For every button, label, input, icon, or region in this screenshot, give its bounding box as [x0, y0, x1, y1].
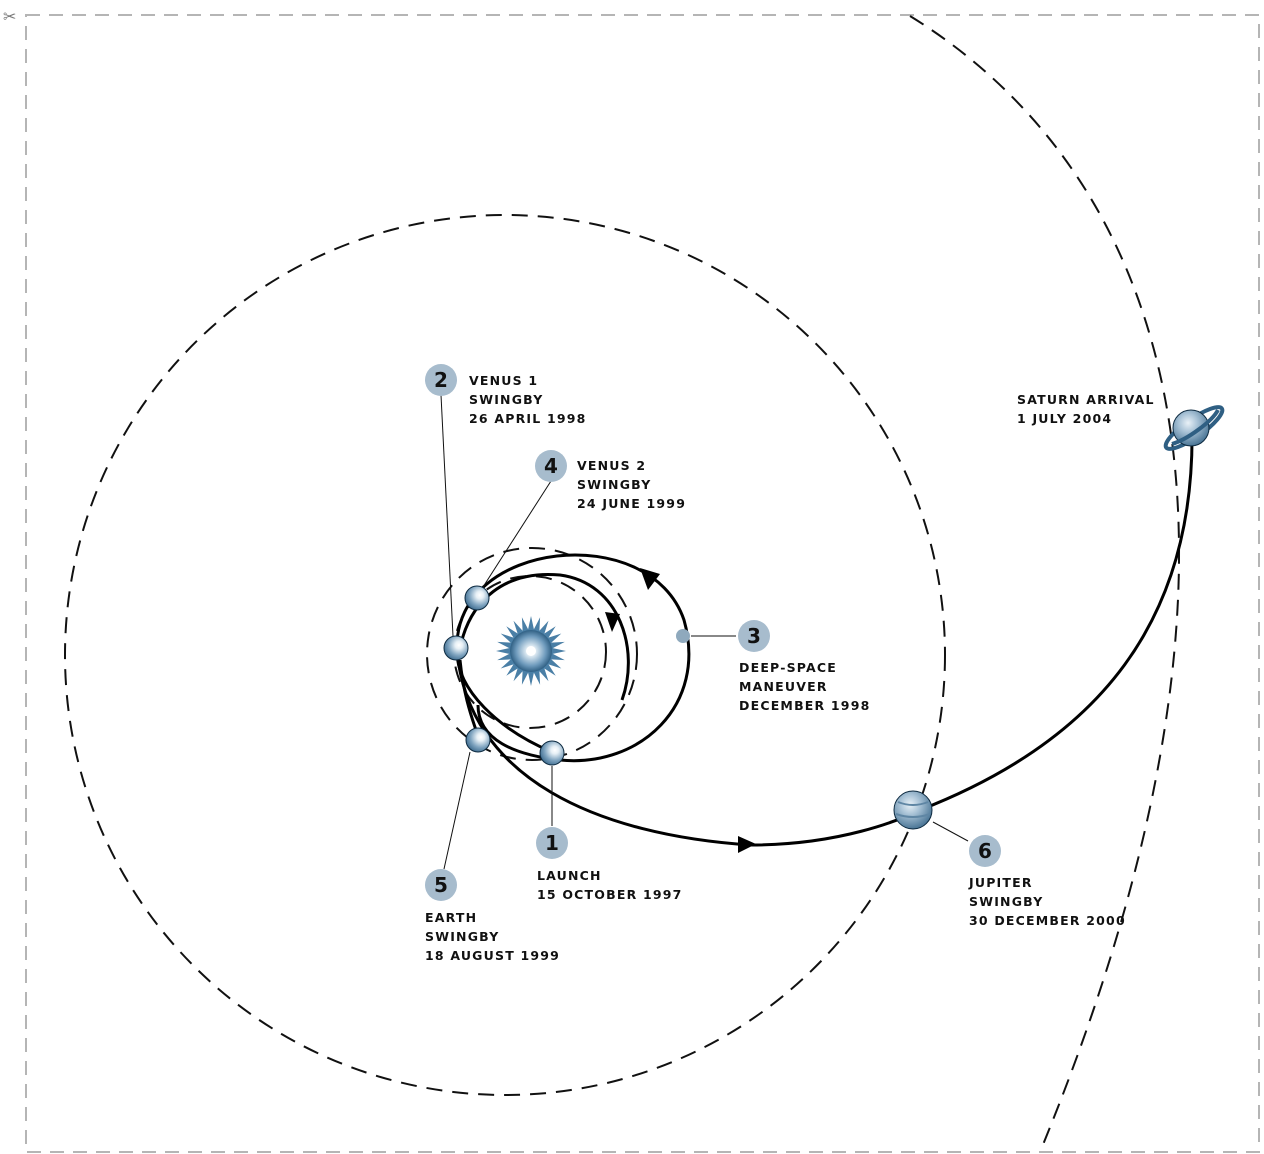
- event-number: 6: [978, 839, 992, 863]
- sun-core: [526, 646, 536, 656]
- saturn-orbit: [909, 15, 1181, 1153]
- leader-line-2: [440, 394, 454, 637]
- event-number: 4: [544, 454, 558, 478]
- event-label-line: JUPITER: [968, 875, 1033, 890]
- saturn-icon: [1163, 405, 1225, 451]
- earth-orbit: [426, 547, 638, 761]
- leader-line-6: [932, 821, 969, 842]
- trajectory-earth-to-jupiter: [455, 649, 921, 847]
- event-label-line: 26 APRIL 1998: [469, 411, 587, 426]
- event-number: 5: [434, 873, 448, 897]
- spacecraft-trajectory: [455, 427, 1194, 853]
- event-5-earth-swingby: 5 EARTH SWINGBY 18 AUGUST 1999: [425, 869, 560, 963]
- event-label-line: SWINGBY: [577, 477, 651, 492]
- event-label-line: SWINGBY: [969, 894, 1043, 909]
- event-label-line: MANEUVER: [739, 679, 828, 694]
- leader-line-4: [482, 480, 552, 588]
- event-label-line: VENUS 1: [469, 373, 538, 388]
- event-number: 1: [545, 831, 559, 855]
- planet-icon-jupiter: [893, 790, 933, 830]
- cut-frame: [25, 14, 1260, 1153]
- event-number: 2: [434, 368, 448, 392]
- event-2-venus1-swingby: 2 VENUS 1 SWINGBY 26 APRIL 1998: [425, 364, 587, 426]
- event-label-line: 18 AUGUST 1999: [425, 948, 560, 963]
- saturn-arrival-label: SATURN ARRIVAL 1 JULY 2004: [1017, 392, 1155, 426]
- event-label-line: SWINGBY: [425, 929, 499, 944]
- planet-icon-launch-earth: [539, 740, 565, 766]
- spacecraft-dot-icon: [676, 629, 690, 643]
- event-1-launch: 1 LAUNCH 15 OCTOBER 1997: [536, 827, 683, 902]
- direction-arrow-icon: [640, 568, 660, 590]
- event-badge: [738, 620, 770, 652]
- event-label-line: LAUNCH: [537, 868, 602, 883]
- event-badge: [425, 869, 457, 901]
- event-badge: [535, 450, 567, 482]
- event-3-deep-space-maneuver: 3 DEEP-SPACE MANEUVER DECEMBER 1998: [738, 620, 871, 713]
- jupiter-orbit: [64, 214, 946, 1096]
- event-label-line: DEEP-SPACE: [739, 660, 837, 675]
- planet-icon-venus2: [464, 585, 490, 611]
- event-label-line: EARTH: [425, 910, 477, 925]
- event-6-jupiter-swingby: 6 JUPITER SWINGBY 30 DECEMBER 2000: [968, 835, 1126, 928]
- planet-icon-venus1: [443, 635, 469, 661]
- event-badge: [536, 827, 568, 859]
- planet-icon-earth-swingby: [465, 727, 491, 753]
- saturn-label-line: SATURN ARRIVAL: [1017, 392, 1155, 407]
- event-badge: [969, 835, 1001, 867]
- event-badge: [425, 364, 457, 396]
- scissors-icon: ✂: [3, 7, 16, 26]
- event-label-line: DECEMBER 1998: [739, 698, 871, 713]
- trajectory-deep-space-loop: [455, 553, 691, 763]
- trajectory-jupiter-to-saturn: [919, 427, 1194, 812]
- direction-arrow-icon: [605, 612, 620, 632]
- event-label-line: 30 DECEMBER 2000: [969, 913, 1126, 928]
- event-label-line: VENUS 2: [577, 458, 646, 473]
- event-number: 3: [747, 624, 761, 648]
- event-label-line: 15 OCTOBER 1997: [537, 887, 683, 902]
- sun-icon: [496, 616, 566, 686]
- saturn-label-line: 1 JULY 2004: [1017, 411, 1112, 426]
- event-4-venus2-swingby: 4 VENUS 2 SWINGBY 24 JUNE 1999: [535, 450, 686, 511]
- event-label-line: SWINGBY: [469, 392, 543, 407]
- event-label-line: 24 JUNE 1999: [577, 496, 686, 511]
- leader-line-5: [443, 751, 471, 870]
- direction-arrow-icon: [738, 836, 756, 853]
